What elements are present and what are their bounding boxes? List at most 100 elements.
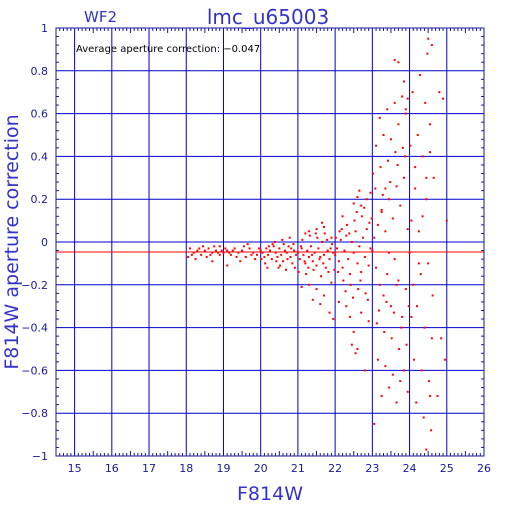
data-point	[402, 176, 405, 179]
data-point	[407, 305, 410, 308]
data-point	[353, 219, 356, 222]
data-point	[340, 228, 343, 231]
data-point	[192, 251, 195, 254]
data-point	[263, 255, 266, 258]
data-point	[404, 288, 407, 291]
data-point	[239, 260, 242, 263]
data-point	[264, 262, 267, 265]
data-point	[352, 202, 355, 205]
data-point	[380, 208, 383, 211]
data-point	[375, 144, 378, 147]
data-point	[402, 369, 405, 372]
data-point	[393, 258, 396, 261]
data-point	[422, 416, 425, 419]
data-point	[360, 270, 363, 273]
data-point	[421, 215, 424, 218]
data-point	[432, 176, 435, 179]
data-point	[337, 260, 340, 263]
data-point	[334, 236, 337, 239]
data-point	[298, 258, 301, 261]
data-point	[341, 266, 344, 269]
data-point	[391, 373, 394, 376]
data-point	[369, 191, 372, 194]
data-point	[285, 251, 288, 254]
data-point	[414, 166, 417, 169]
data-point	[315, 228, 318, 231]
data-point	[424, 101, 427, 104]
y-tick-label: −0.2	[21, 279, 48, 292]
data-point	[346, 223, 349, 226]
data-point	[391, 217, 394, 220]
data-point	[409, 144, 412, 147]
data-point	[386, 273, 389, 276]
data-point	[389, 181, 392, 184]
data-point	[309, 245, 312, 248]
data-point	[281, 238, 284, 241]
data-point	[370, 217, 373, 220]
x-tick-label: 20	[254, 462, 268, 475]
data-point	[430, 44, 433, 47]
data-point	[436, 395, 439, 398]
data-point	[330, 281, 333, 284]
data-point	[402, 80, 405, 83]
data-point	[303, 260, 306, 263]
y-tick-label: 0.4	[31, 150, 49, 163]
data-point	[367, 320, 370, 323]
data-point	[417, 262, 420, 265]
data-point	[330, 236, 333, 239]
data-point	[265, 247, 268, 250]
data-point	[267, 245, 270, 248]
data-point	[430, 337, 433, 340]
x-tick-label: 19	[216, 462, 230, 475]
data-point	[352, 251, 355, 254]
data-point	[279, 264, 282, 267]
data-point	[213, 245, 216, 248]
data-point	[425, 198, 428, 201]
data-point	[360, 311, 363, 314]
data-point	[410, 315, 413, 318]
data-point	[338, 230, 341, 233]
data-point	[429, 151, 432, 154]
data-point	[397, 61, 400, 64]
data-point	[418, 74, 421, 77]
ticks: 15 16 17 18 19 20 21 22 23 24 25 26 −1 −0.8 −0.6 −0.4 −0…	[21, 22, 491, 475]
data-point	[395, 401, 398, 404]
data-point	[272, 245, 275, 248]
data-point	[358, 245, 361, 248]
data-point	[378, 283, 381, 286]
data-point	[280, 253, 283, 256]
average-annotation: Average aperture correction: −0.047	[76, 44, 260, 55]
data-point	[392, 311, 395, 314]
x-tick-label: 18	[179, 462, 193, 475]
data-point	[414, 187, 417, 190]
data-point	[304, 232, 307, 235]
data-point	[445, 219, 448, 222]
data-point	[226, 264, 229, 267]
data-point	[331, 243, 334, 246]
data-point	[304, 262, 307, 265]
data-point	[354, 230, 357, 233]
data-point	[276, 255, 279, 258]
data-point	[308, 283, 311, 286]
data-point	[297, 270, 300, 273]
data-point	[386, 159, 389, 162]
data-point	[278, 247, 281, 250]
data-point	[356, 348, 359, 350]
data-point	[363, 206, 366, 209]
data-point	[293, 249, 296, 252]
data-point	[357, 288, 360, 291]
data-point	[412, 283, 415, 286]
data-point	[427, 380, 430, 383]
data-point	[306, 249, 309, 252]
data-point	[356, 196, 359, 199]
data-point	[416, 305, 419, 308]
data-point	[426, 52, 429, 55]
data-point	[307, 266, 310, 269]
data-point	[359, 279, 362, 282]
x-tick-label: 24	[403, 462, 417, 475]
data-point	[311, 253, 314, 256]
data-point	[365, 198, 368, 201]
data-point	[252, 251, 255, 254]
data-point	[337, 300, 340, 303]
